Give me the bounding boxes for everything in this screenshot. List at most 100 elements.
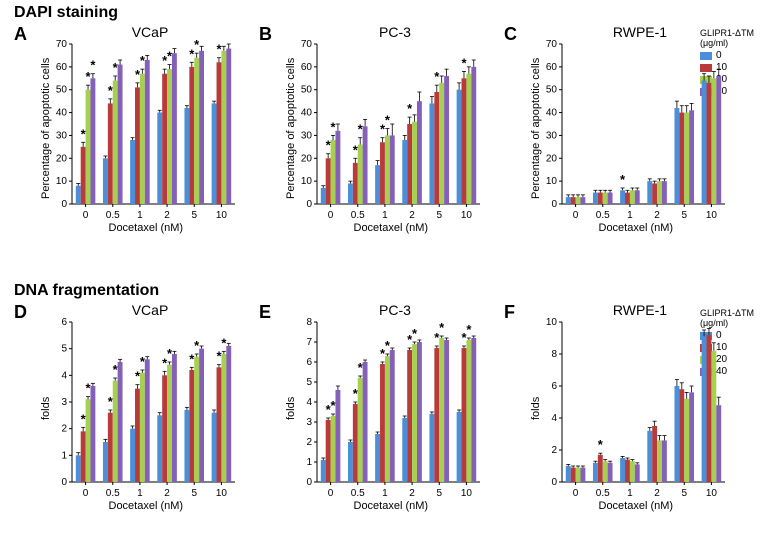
svg-text:0: 0 [551, 199, 557, 210]
svg-text:*: * [412, 326, 418, 341]
y-axis-label: folds [530, 397, 542, 420]
svg-text:5: 5 [681, 488, 687, 499]
svg-text:6: 6 [61, 317, 67, 328]
svg-text:2: 2 [164, 488, 170, 499]
svg-text:0: 0 [573, 210, 579, 221]
svg-text:50: 50 [546, 85, 558, 96]
svg-text:10: 10 [546, 317, 558, 328]
x-axis-label: Docetaxel (nM) [109, 500, 184, 512]
svg-text:5: 5 [436, 488, 442, 499]
svg-text:6: 6 [551, 381, 557, 392]
svg-text:*: * [407, 101, 413, 116]
svg-text:*: * [466, 322, 472, 337]
bar-chart: 01234567800.512510************ [275, 300, 490, 530]
svg-text:8: 8 [306, 317, 312, 328]
bar-chart: 012345600.512510************ [30, 300, 245, 530]
x-axis-label: Docetaxel (nM) [109, 222, 184, 234]
svg-text:2: 2 [164, 210, 170, 221]
svg-text:1: 1 [137, 210, 143, 221]
svg-text:*: * [439, 320, 445, 335]
svg-text:10: 10 [546, 176, 558, 187]
svg-text:*: * [194, 37, 200, 52]
x-axis-label: Docetaxel (nM) [354, 222, 429, 234]
svg-text:1: 1 [61, 450, 67, 461]
section-title-dna: DNA fragmentation [14, 282, 159, 300]
svg-text:20: 20 [301, 153, 313, 164]
x-axis-label: Docetaxel (nM) [599, 500, 674, 512]
y-axis-label: folds [40, 397, 52, 420]
svg-text:1: 1 [627, 488, 633, 499]
svg-text:*: * [90, 58, 96, 73]
svg-text:10: 10 [216, 488, 228, 499]
svg-text:0: 0 [306, 477, 312, 488]
bar-chart: 01020304050607000.512510************ [30, 22, 245, 252]
svg-text:5: 5 [681, 210, 687, 221]
svg-text:30: 30 [301, 130, 313, 141]
svg-text:*: * [434, 69, 440, 84]
svg-text:0.5: 0.5 [596, 210, 610, 221]
svg-text:2: 2 [409, 488, 415, 499]
svg-text:*: * [385, 113, 391, 128]
svg-text:0.5: 0.5 [351, 488, 365, 499]
y-axis-label: Percentage of apoptotic cells [285, 58, 297, 199]
svg-text:5: 5 [306, 377, 312, 388]
y-axis-label: Percentage of apoptotic cells [40, 58, 52, 199]
svg-text:7: 7 [306, 337, 312, 348]
svg-text:2: 2 [306, 437, 312, 448]
panel-letter: D [14, 302, 27, 323]
svg-text:0: 0 [83, 488, 89, 499]
svg-text:2: 2 [654, 488, 660, 499]
svg-text:*: * [620, 172, 626, 187]
svg-text:*: * [461, 55, 467, 70]
bar-chart: 01020304050607000.512510********* [275, 22, 490, 252]
svg-text:10: 10 [706, 210, 718, 221]
svg-text:50: 50 [56, 85, 68, 96]
svg-text:*: * [598, 437, 604, 452]
svg-text:70: 70 [546, 39, 558, 50]
svg-text:0.5: 0.5 [351, 210, 365, 221]
svg-text:40: 40 [546, 108, 558, 119]
svg-text:5: 5 [191, 210, 197, 221]
svg-text:2: 2 [551, 445, 557, 456]
svg-text:0: 0 [306, 199, 312, 210]
svg-text:70: 70 [301, 39, 313, 50]
svg-text:0.5: 0.5 [106, 488, 120, 499]
panel-letter: F [504, 302, 515, 323]
svg-text:50: 50 [301, 85, 313, 96]
svg-text:5: 5 [191, 488, 197, 499]
svg-text:2: 2 [409, 210, 415, 221]
panel-letter: A [14, 24, 27, 45]
bar-chart: 01020304050607000.512510* [520, 22, 735, 252]
panel-letter: C [504, 24, 517, 45]
svg-text:0: 0 [573, 488, 579, 499]
svg-text:0: 0 [551, 477, 557, 488]
svg-text:40: 40 [56, 108, 68, 119]
svg-text:3: 3 [306, 417, 312, 428]
y-axis-label: Percentage of apoptotic cells [530, 58, 542, 199]
svg-text:10: 10 [706, 488, 718, 499]
svg-text:30: 30 [546, 130, 558, 141]
svg-text:5: 5 [436, 210, 442, 221]
svg-text:10: 10 [56, 176, 68, 187]
x-axis-label: Docetaxel (nM) [354, 500, 429, 512]
svg-text:0: 0 [61, 199, 67, 210]
svg-text:0: 0 [328, 210, 334, 221]
svg-text:60: 60 [301, 62, 313, 73]
svg-text:1: 1 [382, 488, 388, 499]
svg-text:0: 0 [83, 210, 89, 221]
svg-text:2: 2 [61, 424, 67, 435]
bar-chart: 024681000.512510* [520, 300, 735, 530]
svg-text:20: 20 [546, 153, 558, 164]
svg-text:1: 1 [137, 488, 143, 499]
svg-text:0.5: 0.5 [596, 488, 610, 499]
svg-text:0.5: 0.5 [106, 210, 120, 221]
svg-text:4: 4 [61, 370, 67, 381]
svg-text:2: 2 [654, 210, 660, 221]
svg-text:6: 6 [306, 357, 312, 368]
svg-text:10: 10 [461, 488, 473, 499]
svg-text:1: 1 [382, 210, 388, 221]
svg-text:10: 10 [461, 210, 473, 221]
y-axis-label: folds [285, 397, 297, 420]
panel-letter: B [259, 24, 272, 45]
svg-text:0: 0 [328, 488, 334, 499]
